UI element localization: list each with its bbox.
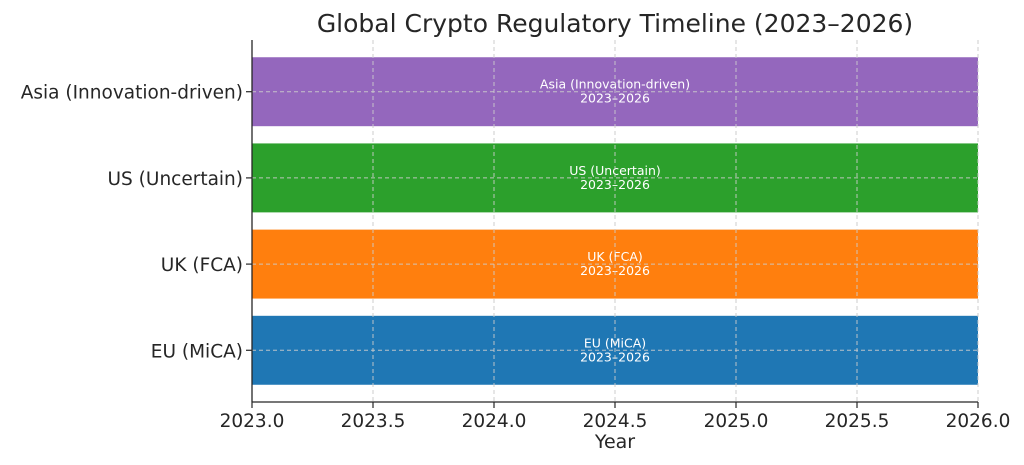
x-tick-label-3: 2024.5 [583,411,648,432]
bar-range-label-2: 2023–2026 [580,177,650,192]
y-tick-label-1: UK (FCA) [161,255,243,276]
y-tick-label-2: US (Uncertain) [108,169,243,190]
bar-label-2: US (Uncertain) [569,163,661,178]
axes-layer: 2023.0 2023.5 2024.0 2024.5 2025.0 2025.5 2026… [21,40,1011,432]
y-tick-label-3: Asia (Innovation-driven) [21,83,243,104]
x-tick-label-4: 2025.0 [704,411,769,432]
bar-label-1: UK (FCA) [587,249,643,264]
x-tick-label-0: 2023.0 [220,411,285,432]
x-tick-label-2: 2024.0 [462,411,527,432]
y-tick-label-0: EU (MiCA) [151,341,243,362]
x-tick-label-5: 2025.5 [825,411,890,432]
chart-title: Global Crypto Regulatory Timeline (2023–… [317,9,913,38]
bar-range-label-1: 2023–2026 [580,263,650,278]
x-tick-label-6: 2026.0 [946,411,1011,432]
x-axis-label: Year [594,431,635,453]
x-tick-label-1: 2023.5 [341,411,406,432]
